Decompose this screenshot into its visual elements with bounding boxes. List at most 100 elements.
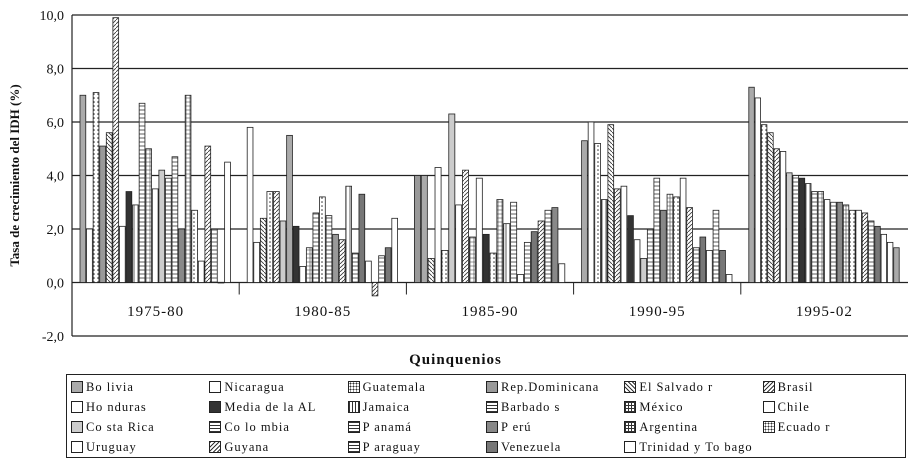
bar [805, 183, 812, 283]
bar [197, 260, 205, 283]
legend-swatch [485, 381, 498, 393]
legend-swatch [71, 381, 83, 393]
bar [503, 223, 511, 283]
bar [145, 148, 152, 283]
bar [537, 220, 545, 283]
bar [594, 142, 601, 283]
legend-label: Co lo mbia [224, 419, 290, 434]
legend-label: Nicaragua [224, 379, 285, 394]
bar [773, 148, 780, 283]
legend-item: Guyana [209, 437, 347, 457]
legend-label: México [639, 399, 684, 414]
legend-label: Barbado s [500, 399, 561, 414]
bar [325, 215, 333, 283]
bar [719, 249, 726, 283]
bar [358, 193, 366, 283]
legend-swatch [485, 421, 498, 433]
bar [455, 204, 463, 283]
bar [627, 215, 634, 283]
legend-item: México [624, 397, 762, 417]
legend-item: P erú [485, 417, 624, 437]
legend-swatch [347, 421, 360, 433]
bar-chart: -2,0 0,0 2,0 4,0 6,0 8,0 10,0 Tasa de crecimien… [7, 9, 908, 345]
bar [441, 249, 449, 283]
bar [119, 225, 126, 283]
bar [462, 169, 469, 283]
legend-swatch [762, 401, 775, 413]
legend-item: Jamaica [347, 397, 486, 417]
bar [191, 209, 198, 283]
bar [551, 207, 559, 283]
bar [786, 172, 793, 283]
y-axis-title: Tasa de crecimiento del IDH (%) [7, 84, 22, 266]
x-tick-label: 1995-02 [796, 304, 853, 320]
bar [224, 161, 231, 283]
bar [607, 124, 615, 283]
legend-label: Rep.Dominicana [500, 379, 600, 394]
bar [496, 199, 504, 283]
bar [448, 113, 456, 283]
bar [600, 199, 608, 283]
legend-item: Nicaragua [209, 377, 347, 397]
bar [893, 247, 900, 283]
bar [887, 241, 894, 283]
bar [523, 241, 531, 283]
legend-swatch [624, 441, 637, 453]
legend-item: Ho nduras [71, 397, 209, 417]
bar [184, 94, 192, 283]
bar [246, 126, 254, 283]
legend-item: Ecuado r [762, 417, 901, 437]
legend-label: P erú [500, 419, 532, 434]
bar [319, 196, 326, 283]
bar [427, 258, 435, 283]
bar [725, 274, 733, 283]
bar [384, 247, 392, 283]
legend-item: Uruguay [71, 437, 209, 457]
bar [273, 191, 280, 283]
bar [165, 177, 172, 283]
bar [125, 191, 133, 283]
bar [817, 191, 824, 283]
legend-swatch [71, 421, 83, 433]
bar [544, 209, 552, 283]
legend-item: P anamá [347, 417, 486, 437]
bar [620, 185, 628, 283]
bar [855, 209, 862, 283]
legend-swatch [209, 381, 222, 393]
bar [842, 204, 850, 283]
legend-label: Guatemala [362, 379, 426, 394]
bar [79, 94, 87, 283]
bar [517, 274, 524, 283]
bar [692, 247, 700, 283]
bar [171, 156, 179, 283]
legend-label: El Salvado r [639, 379, 714, 394]
legend-swatch [347, 441, 360, 453]
legend-label: Ecuado r [777, 419, 831, 434]
legend-item: Argentina [624, 417, 762, 437]
bar [178, 228, 185, 283]
bar [99, 145, 106, 283]
bar [874, 225, 881, 283]
bar [510, 201, 518, 283]
bar [371, 282, 379, 297]
bar [679, 177, 687, 283]
legend-item: Chile [762, 397, 901, 417]
bar [824, 199, 831, 283]
bar [754, 97, 761, 283]
legend-swatch [347, 381, 360, 393]
y-tick-label: 2,0 [47, 223, 65, 238]
bar [861, 212, 869, 283]
bar [468, 236, 476, 283]
bar [305, 247, 313, 283]
x-tick-label: 1990-95 [629, 304, 686, 320]
bar [151, 188, 159, 283]
bar [767, 132, 774, 283]
legend-item: Brasil [762, 377, 901, 397]
legend-swatch [624, 401, 637, 413]
legend-item: Media de la AL [209, 397, 347, 417]
x-tick-label: 1985-90 [462, 304, 519, 320]
bar [633, 239, 641, 283]
legend-item: El Salvado r [624, 377, 762, 397]
legend-label: Jamaica [362, 399, 410, 414]
bar [378, 255, 385, 283]
